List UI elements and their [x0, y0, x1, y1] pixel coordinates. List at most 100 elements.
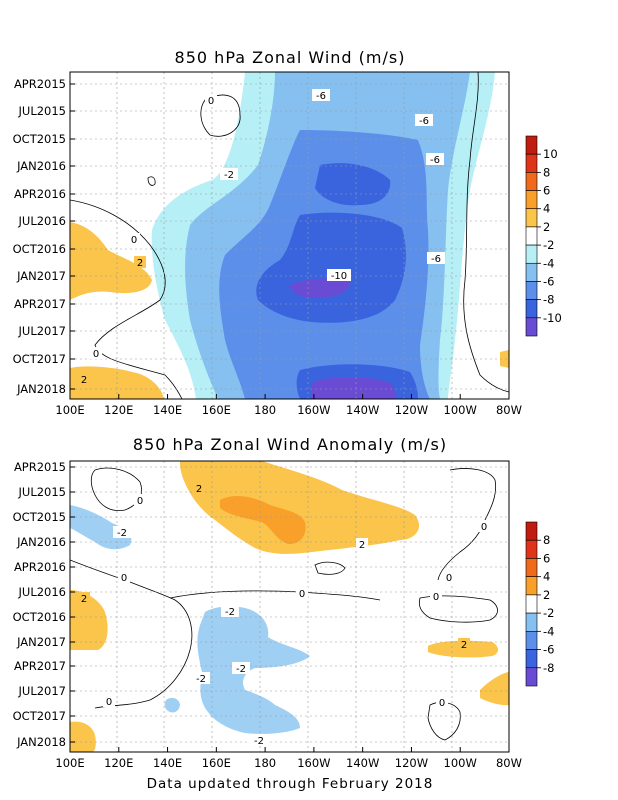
panel2-y-axis: APR2015 JUL2015 OCT2015 JAN2016 APR2016 JUL20… [13, 460, 75, 749]
panel2-shade-plus2-west [70, 590, 108, 650]
colorbar-label: -2 [543, 238, 554, 252]
colorbar-label: -4 [543, 256, 554, 270]
y-tick-label: OCT2017 [13, 709, 66, 723]
panel1-contour-label: 2 [81, 375, 87, 386]
colorbar-swatch [525, 649, 538, 669]
panel2-contour-label: 2 [461, 640, 467, 651]
panel2-shade-plus2-sw [70, 721, 96, 752]
colorbar-swatch [525, 539, 538, 559]
colorbar-label: -10 [543, 311, 562, 325]
x-tick-label: 160E [202, 756, 231, 770]
panel1-contour-label: -6 [419, 116, 429, 127]
x-tick-label: 180 [254, 756, 276, 770]
colorbar-label: 4 [543, 202, 550, 216]
y-tick-label: OCT2015 [13, 510, 66, 524]
colorbar-label: -6 [543, 643, 554, 657]
colorbar-swatch [525, 558, 538, 577]
panel2-shade-minus2-center [197, 606, 310, 734]
panel2-plot [70, 461, 509, 752]
panel1-shade-minus10 [290, 278, 396, 399]
y-tick-label: APR2016 [14, 560, 66, 574]
panel2-contour-label: 0 [137, 496, 143, 507]
colorbar-swatch [525, 576, 538, 596]
colorbar-label: 4 [543, 570, 550, 584]
panel2-x-axis: 100E 120E 140E 160E 180 160W 140W 120W 100W 80W [55, 747, 522, 770]
x-tick-label: 160E [202, 403, 231, 417]
panel1-contour-label: 2 [137, 258, 143, 269]
y-tick-label: APR2015 [14, 77, 66, 91]
panel2-contour-zero-1 [90, 467, 142, 512]
colorbar-swatch [525, 153, 538, 173]
colorbar-swatch [525, 299, 538, 319]
y-tick-label: JAN2017 [16, 269, 66, 283]
panel2-colorbar: 8 6 4 2 -2 -4 -6 -8 [525, 521, 554, 687]
x-tick-label: 120E [104, 756, 133, 770]
panel2-shade-plus4 [220, 495, 306, 545]
colorbar-label: -8 [543, 293, 554, 307]
x-tick-label: 100E [55, 403, 84, 417]
x-tick-label: 80W [496, 756, 522, 770]
panel1-contour-label: -10 [331, 271, 347, 282]
y-tick-label: JAN2018 [16, 382, 66, 396]
x-tick-label: 120E [104, 403, 133, 417]
x-tick-label: 100W [444, 756, 477, 770]
y-tick-label: APR2017 [14, 297, 66, 311]
colorbar-label: 6 [543, 551, 550, 565]
colorbar-swatch [525, 135, 538, 155]
x-tick-label: 140E [153, 756, 182, 770]
x-tick-label: 120W [395, 756, 428, 770]
panel2-contour-label: -2 [236, 664, 246, 675]
panel1-x-axis: 100E 120E 140E 160E 180 160W 140W 120W 100W 80W [55, 394, 522, 417]
x-tick-label: 160W [297, 756, 330, 770]
colorbar-swatch [525, 281, 538, 300]
y-tick-label: JAN2018 [16, 735, 66, 749]
colorbar-label: 10 [543, 147, 558, 161]
y-tick-label: OCT2016 [13, 610, 66, 624]
panel2-frame [69, 460, 510, 753]
panel1-contour-small [147, 176, 156, 186]
panel2-shade-minus2-west [70, 505, 132, 550]
colorbar-swatch [525, 190, 538, 210]
panel2-contour-labels: 2 0 -2 0 2 2 0 0 -2 0 0 -2 -2 -2 2 0 0 [78, 482, 490, 747]
panel2-contour-zero-5 [418, 595, 498, 623]
panel1-contour-label: -2 [224, 170, 234, 181]
y-tick-label: JUL2015 [18, 485, 66, 499]
x-tick-label: 140E [153, 403, 182, 417]
panel2-contour-label: 0 [439, 698, 445, 709]
panel2-contour-label: -2 [117, 528, 127, 539]
panel2-title: 850 hPa Zonal Wind Anomaly (m/s) [133, 435, 447, 454]
y-tick-label: APR2017 [14, 659, 66, 673]
panel1-contour-zero [200, 94, 241, 137]
y-tick-label: JAN2016 [16, 535, 66, 549]
x-tick-label: 160W [297, 403, 330, 417]
colorbar-label: -8 [543, 661, 554, 675]
panel2-contour-label: -2 [254, 736, 264, 747]
x-tick-label: 180 [254, 403, 276, 417]
panel1-contour-label: -6 [431, 254, 441, 265]
panel1-plot [70, 72, 509, 399]
panel1-y-axis: APR2015 JUL2015 OCT2015 JAN2016 APR2016 JUL20… [13, 77, 75, 396]
y-tick-label: OCT2016 [13, 242, 66, 256]
colorbar-swatch [525, 667, 538, 687]
colorbar-swatch [525, 262, 538, 282]
y-tick-label: JUL2016 [18, 585, 66, 599]
y-tick-label: JAN2017 [16, 635, 66, 649]
panel1-frame [69, 71, 510, 400]
panel2-contour-label: 2 [81, 594, 87, 605]
panel2-shade-plus2-far-east [480, 672, 509, 706]
panel1-contour-label: -6 [316, 91, 326, 102]
panel2-contour-label: 0 [481, 522, 487, 533]
panel1-contour-labels: 0 -2 0 2 0 2 -6 -6 -6 -6 -10 [78, 89, 445, 386]
panel2-contour-label: 0 [106, 697, 112, 708]
colorbar-swatch [525, 244, 538, 264]
colorbar-swatch [525, 612, 538, 632]
y-tick-label: APR2016 [14, 187, 66, 201]
panel1-title: 850 hPa Zonal Wind (m/s) [175, 48, 406, 67]
panel2-shade-minus2-small [164, 697, 180, 713]
panel1-contour-label: 0 [93, 349, 99, 360]
colorbar-swatch [525, 631, 538, 650]
x-tick-label: 140W [346, 403, 379, 417]
panel1-shade-plus2-west [70, 222, 152, 300]
colorbar-swatch [525, 521, 538, 541]
